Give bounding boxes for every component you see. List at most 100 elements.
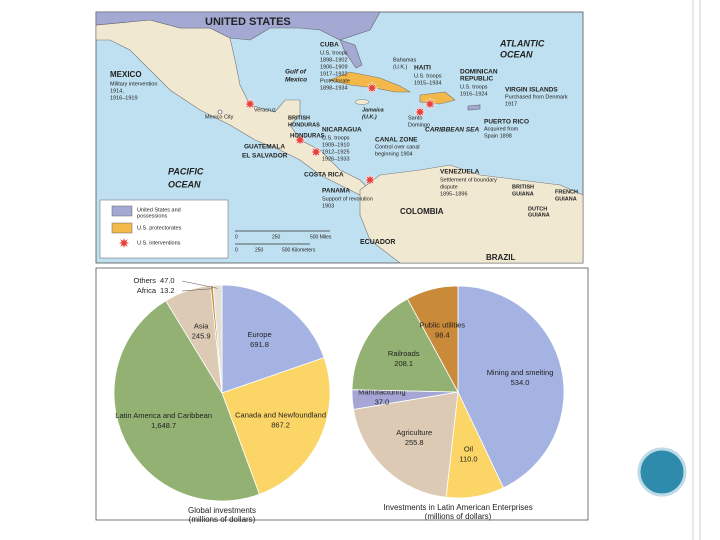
map-label: OCEAN [168,179,201,189]
map-label: FRENCH [555,189,578,195]
map-label: 1916–1919 [110,95,138,101]
intervention-star [413,105,427,119]
map-label: CARIBBEAN SEA [425,127,479,134]
slice-value: 534.0 [511,378,530,387]
map-label: U.S. troops [322,135,350,141]
legend-swatch [111,205,133,217]
slice-label: Others [133,276,156,285]
map-label: 1917 [505,101,517,107]
map-label: BRITISH [512,184,534,190]
map-land [359,164,584,264]
map-label: OCEAN [500,49,533,59]
map-label: PACIFIC [168,166,204,176]
map-label: CUBA [320,42,339,49]
map-label: PANAMA [322,188,350,195]
map-land [95,19,371,196]
map [95,11,584,264]
map-label: CANAL ZONE [375,137,418,144]
map-label: NICARAGUA [322,127,362,134]
map-label: 1926–1933 [322,156,350,162]
intervention-star [117,236,131,250]
leader-line [181,280,218,289]
map-label: ECUADOR [360,239,395,246]
slice-label: Mining and smelting [487,368,554,377]
map-label: (U.K.) [362,114,377,120]
pie-subtitle: (millions of dollars) [425,512,492,521]
map-label: Domingo [408,122,430,128]
slice-label: Latin America and Caribbean [115,411,212,420]
map-label: U.S. troops [320,50,348,56]
pie-title: Global investments [188,506,256,515]
map-label: UNITED STATES [205,16,291,28]
map-label: EL SALVADOR [242,153,288,160]
map-label: COLOMBIA [400,207,444,216]
map-us [95,11,381,41]
map-label: Settlement of boundary [440,177,497,183]
map-label: Purchased from Denmark [505,94,568,100]
map-label: (U.K.) [393,64,408,70]
slice-value: 245.9 [192,332,211,341]
map-label: VENEZUELA [440,169,480,176]
map-label: U.S. troops [460,84,488,90]
map-label: GUIANA [555,196,577,202]
map-label: PUERTO RICO [484,119,529,126]
map-label: 250 [272,234,281,240]
pie-slice [352,391,459,498]
slice-label: Agriculture [396,428,432,437]
slice-value: 13.2 [160,286,175,295]
map-label: Acquired from [484,126,519,132]
intervention-star [363,173,377,187]
map-label: DOMINICAN [460,69,498,76]
map-label: BRAZIL [486,253,515,262]
slice-value: 47.0 [160,276,175,285]
map-label: Military intervention [110,81,157,87]
map-label: 0 [235,234,238,240]
slice-label: Asia [194,322,209,331]
slice-value: 255.8 [405,438,424,447]
pie-slice [351,298,459,393]
pie-subtitle: (millions of dollars) [189,515,256,524]
slice-label: Africa [137,286,157,295]
map-label: 1895–1896 [440,191,468,197]
leader-line [181,288,212,292]
pie-slice [221,357,331,495]
slice-value: 98.4 [435,330,450,339]
map-label: HONDURAS [288,122,320,128]
map-label: 1909–1910 [322,142,350,148]
map-cuba [329,71,412,93]
legend-swatch [111,222,133,234]
map-label: Mexico City [205,114,234,120]
pie-slice [457,285,565,489]
intervention-star [309,145,323,159]
map-label: BRITISH [288,115,310,121]
map-label: 500 Miles [310,234,332,240]
map-label: REPUBLIC [460,76,494,83]
pie-slice [406,285,459,393]
map-label: U.S. interventions [137,240,181,246]
map-jamaica [354,99,370,105]
map-label: 1906–1909 [320,64,348,70]
map-label: ATLANTIC [499,38,545,48]
pie-slice [212,284,223,394]
map-label: MEXICO [110,70,142,79]
intervention-star [293,133,307,147]
map-label: 0 [235,247,238,253]
map-label: 1898–1902 [320,57,348,63]
map-label: DUTCH [528,206,547,212]
map-label: GUIANA [528,212,550,218]
map-label: HONDURAS [290,134,325,140]
map-label: beginning 1904 [375,151,413,157]
slice-label: Canada and Newfoundland [235,411,326,420]
decor-circle [637,447,687,497]
map-label: 1903 [322,203,334,209]
slice-label: Europe [247,330,271,339]
map-label: Jamaica [362,107,384,113]
map-label: United States and [137,207,181,213]
intervention-star [243,97,257,111]
pie-slice [221,284,325,394]
map-label: U.S. protectorates [137,225,182,231]
map-label: GUATEMALA [244,144,285,151]
slice-label: Public utilities [420,320,466,329]
map-label: Spain 1898 [484,133,512,139]
